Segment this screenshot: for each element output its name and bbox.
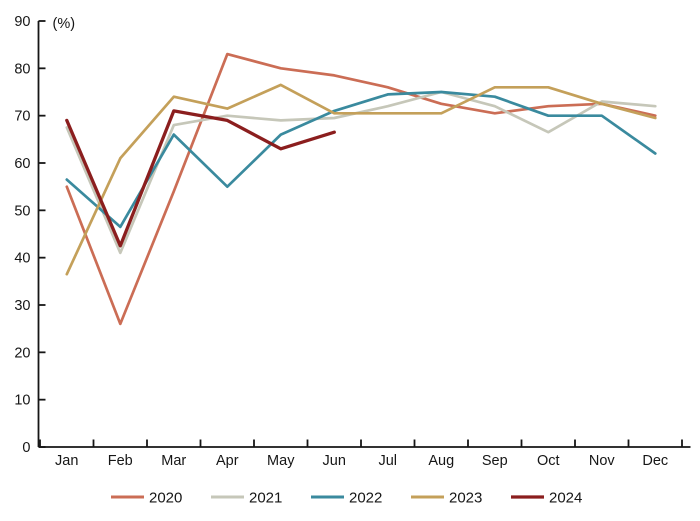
- series-line-2023: [65, 83, 657, 276]
- legend-label-2023: 2023: [449, 490, 482, 507]
- y-tick-label: 40: [14, 251, 30, 267]
- x-tick-label: Mar: [161, 453, 186, 469]
- y-tick-label: 50: [14, 203, 30, 219]
- x-tick-label: Aug: [428, 453, 454, 469]
- x-tick-label: May: [267, 453, 295, 469]
- y-tick-label: 60: [14, 156, 30, 172]
- y-tick-label: 20: [14, 345, 30, 361]
- legend-label-2020: 2020: [149, 490, 182, 507]
- series-line-2022: [65, 90, 657, 229]
- legend-label-2022: 2022: [349, 490, 382, 507]
- x-tick-label: Jun: [323, 453, 346, 469]
- x-tick-label: Dec: [642, 453, 668, 469]
- x-tick-label: Sep: [482, 453, 508, 469]
- y-tick-label: 30: [14, 298, 30, 314]
- x-tick-label: Jan: [55, 453, 78, 469]
- x-tick-label: Feb: [108, 453, 133, 469]
- x-tick-label: Nov: [589, 453, 616, 469]
- series-line-2020: [65, 52, 657, 326]
- legend-label-2021: 2021: [249, 490, 282, 507]
- x-tick-label: Jul: [378, 453, 397, 469]
- legend-item-2020: 2020: [111, 490, 182, 507]
- y-axis-unit-label: (%): [53, 16, 76, 32]
- series-line-2024: [65, 109, 336, 248]
- legend-item-2023: 2023: [411, 490, 482, 507]
- legend-label-2024: 2024: [549, 490, 582, 507]
- legend-item-2022: 2022: [311, 490, 382, 507]
- legend-item-2024: 2024: [511, 490, 582, 507]
- legend-item-2021: 2021: [211, 490, 282, 507]
- y-tick-label: 0: [22, 440, 30, 456]
- y-tick-label: 70: [14, 109, 30, 125]
- y-tick-label: 90: [14, 14, 30, 30]
- x-tick-label: Apr: [216, 453, 239, 469]
- x-tick-label: Oct: [537, 453, 560, 469]
- y-tick-label: 80: [14, 61, 30, 77]
- y-tick-label: 10: [14, 393, 30, 409]
